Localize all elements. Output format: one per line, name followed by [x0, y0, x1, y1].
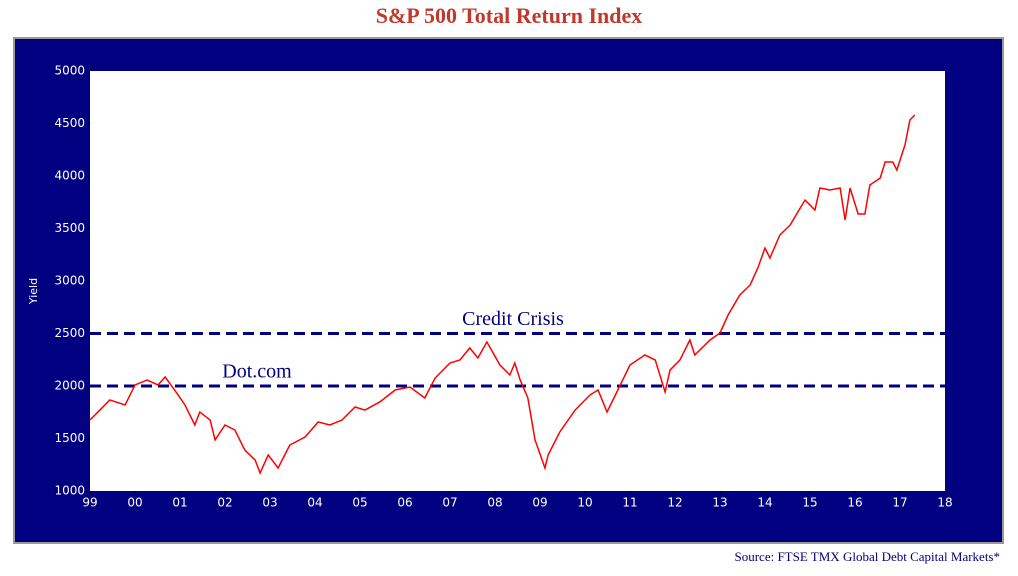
x-tick-label: 09 [532, 496, 547, 510]
x-tick-label: 14 [757, 496, 772, 510]
x-tick-label: 10 [577, 496, 592, 510]
y-tick-label: 3000 [54, 274, 85, 288]
y-tick-label: 4500 [54, 116, 85, 130]
data-line [89, 114, 916, 476]
reference-label: Credit Crisis [462, 308, 564, 330]
plot-area [90, 71, 945, 491]
y-tick-label: 2000 [54, 379, 85, 393]
x-tick-label: 12 [667, 496, 682, 510]
x-tick-label: 99 [82, 496, 97, 510]
x-tick-label: 17 [892, 496, 907, 510]
x-tick-label: 03 [262, 496, 277, 510]
reference-label: Dot.com [222, 361, 292, 383]
x-tick-label: 02 [217, 496, 232, 510]
x-tick-label: 05 [352, 496, 367, 510]
x-tick-label: 06 [397, 496, 412, 510]
x-tick-label: 04 [307, 496, 322, 510]
x-tick-label: 13 [712, 496, 727, 510]
x-tick-label: 01 [172, 496, 187, 510]
y-tick-label: 5000 [54, 64, 85, 78]
x-tick-label: 16 [847, 496, 862, 510]
x-tick-label: 18 [937, 496, 952, 510]
x-tick-label: 07 [442, 496, 457, 510]
chart-title: S&P 500 Total Return Index [376, 3, 643, 28]
x-tick-label: 11 [622, 496, 637, 510]
x-tick-label: 08 [487, 496, 502, 510]
y-tick-label: 2500 [54, 326, 85, 340]
x-tick-label: 00 [127, 496, 142, 510]
y-tick-label: 4000 [54, 169, 85, 183]
y-axis-label: Yield [27, 278, 40, 305]
x-tick-label: 15 [802, 496, 817, 510]
y-tick-label: 3500 [54, 221, 85, 235]
y-tick-label: 1500 [54, 431, 85, 445]
y-tick-label: 1000 [54, 484, 85, 498]
source: Source: FTSE TMX Global Debt Capital Mar… [734, 549, 1000, 564]
